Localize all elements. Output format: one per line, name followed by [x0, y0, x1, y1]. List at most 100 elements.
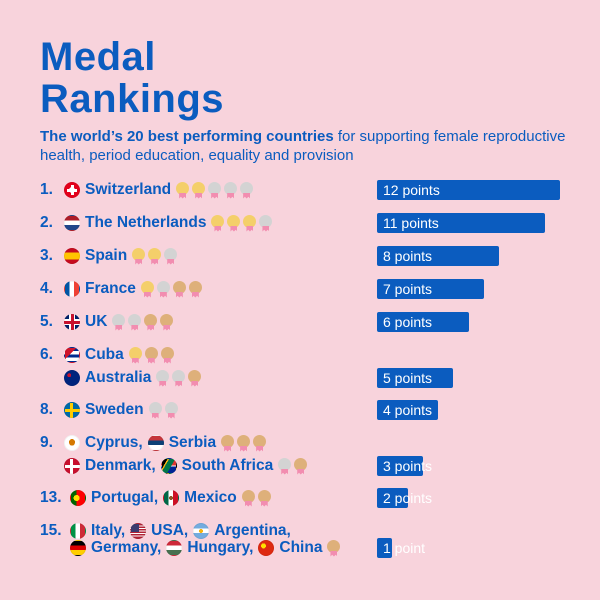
medal-disc	[132, 247, 146, 261]
country-entry: The Netherlands	[64, 214, 206, 232]
country-name: Argentina,	[214, 522, 291, 539]
medal-ribbon	[159, 291, 167, 298]
points-bar	[377, 400, 438, 420]
country-entry: China	[258, 539, 322, 557]
germany-flag-icon	[70, 540, 86, 556]
denmark-flag-icon	[64, 458, 80, 474]
medal-disc	[160, 313, 174, 327]
ranking-row: Germany, Hungary, China	[40, 538, 343, 558]
medal-disc	[237, 434, 251, 448]
medal-disc	[211, 214, 225, 228]
country-name: Italy,	[91, 522, 126, 539]
country-name: South Africa	[181, 457, 274, 474]
medal-ribbon	[195, 192, 203, 199]
rank-label: 13.	[40, 489, 62, 506]
country-entry: Switzerland	[64, 181, 171, 199]
points-bar	[377, 456, 423, 476]
medal-disc	[156, 280, 170, 294]
gold-medal-icon	[243, 214, 257, 232]
silver-medal-icon	[224, 181, 238, 199]
country-entry: Cyprus,	[64, 434, 143, 452]
bronze-medal-icon	[221, 434, 235, 452]
country-entry: Spain	[64, 247, 127, 265]
medal-disc	[253, 434, 267, 448]
gold-medal-icon	[148, 247, 162, 265]
medal-ribbon	[115, 324, 123, 331]
medal-disc	[144, 346, 158, 360]
medal-disc	[112, 313, 126, 327]
medal-ribbon	[211, 192, 219, 199]
gold-medal-icon	[227, 214, 241, 232]
portugal-flag-icon	[70, 490, 86, 506]
bronze-medal-icon	[257, 489, 271, 507]
points-label: 5 points	[383, 370, 433, 386]
spain-flag-icon	[64, 248, 80, 264]
medal-disc	[240, 181, 254, 195]
gold-medal-icon	[132, 247, 146, 265]
medal-disc	[140, 280, 154, 294]
medal-ribbon	[167, 258, 175, 265]
medal-disc	[327, 539, 341, 553]
ranking-row: 2. The Netherlands	[40, 213, 275, 233]
medal-ribbon	[131, 357, 139, 364]
medal-disc	[257, 489, 271, 503]
points-bar	[377, 312, 469, 332]
medal-ribbon	[224, 445, 232, 452]
rank-label: 2.	[40, 214, 53, 231]
italy-flag-icon	[70, 523, 86, 539]
ranking-row: Australia	[40, 368, 204, 388]
country-entry: Hungary,	[166, 539, 253, 557]
silver-medal-icon	[128, 313, 142, 331]
ranking-row: 3. Spain	[40, 246, 180, 266]
silver-medal-icon	[208, 181, 222, 199]
country-name: UK	[85, 313, 108, 330]
rank-label: 5.	[40, 313, 53, 330]
silver-medal-icon	[164, 401, 178, 419]
silver-medal-icon	[156, 280, 170, 298]
medal-ribbon	[191, 291, 199, 298]
points-bar	[377, 180, 560, 200]
country-name: Switzerland	[85, 181, 172, 198]
points-bar	[377, 538, 393, 558]
country-name: Sweden	[85, 401, 144, 418]
france-flag-icon	[64, 281, 80, 297]
uk-flag-icon	[64, 314, 80, 330]
medal-disc	[208, 181, 222, 195]
country-entry: USA,	[130, 522, 188, 540]
bronze-medal-icon	[253, 434, 267, 452]
rank-label: 15.	[40, 522, 62, 539]
points-label: 8 points	[383, 248, 433, 264]
bronze-medal-icon	[237, 434, 251, 452]
bronze-medal-icon	[144, 346, 158, 364]
medal-disc	[259, 214, 273, 228]
ranking-row: 15. Italy, USA, Argentina,	[40, 521, 296, 541]
medal-ribbon	[175, 380, 183, 387]
bronze-medal-icon	[160, 346, 174, 364]
bronze-medal-icon	[188, 369, 202, 387]
ranking-row: 6. Cuba	[40, 345, 177, 365]
medal-ribbon	[244, 500, 252, 507]
country-entry: France	[64, 280, 136, 298]
medal-disc	[148, 401, 162, 415]
country-name: Mexico	[184, 489, 237, 506]
medal-ribbon	[243, 192, 251, 199]
country-entry: Portugal,	[70, 489, 158, 507]
silver-medal-icon	[164, 247, 178, 265]
silver-medal-icon	[156, 369, 170, 387]
australia-flag-icon	[64, 370, 80, 386]
ranking-row: 13. Portugal, Mexico	[40, 488, 274, 508]
country-name: USA,	[151, 522, 189, 539]
sweden-flag-icon	[64, 402, 80, 418]
medal-disc	[224, 181, 238, 195]
subtitle-rest: for supporting female reproductive healt…	[40, 128, 566, 164]
medal-ribbon	[256, 445, 264, 452]
points-label: 6 points	[383, 314, 433, 330]
subtitle: The world’s 20 best performing countries…	[40, 127, 570, 165]
hungary-flag-icon	[166, 540, 183, 556]
page-title: Medal Rankings	[40, 35, 225, 121]
medal-disc	[188, 280, 202, 294]
medal-disc	[243, 214, 257, 228]
medal-disc	[164, 401, 178, 415]
bronze-medal-icon	[172, 280, 186, 298]
medal-ribbon	[330, 550, 338, 557]
